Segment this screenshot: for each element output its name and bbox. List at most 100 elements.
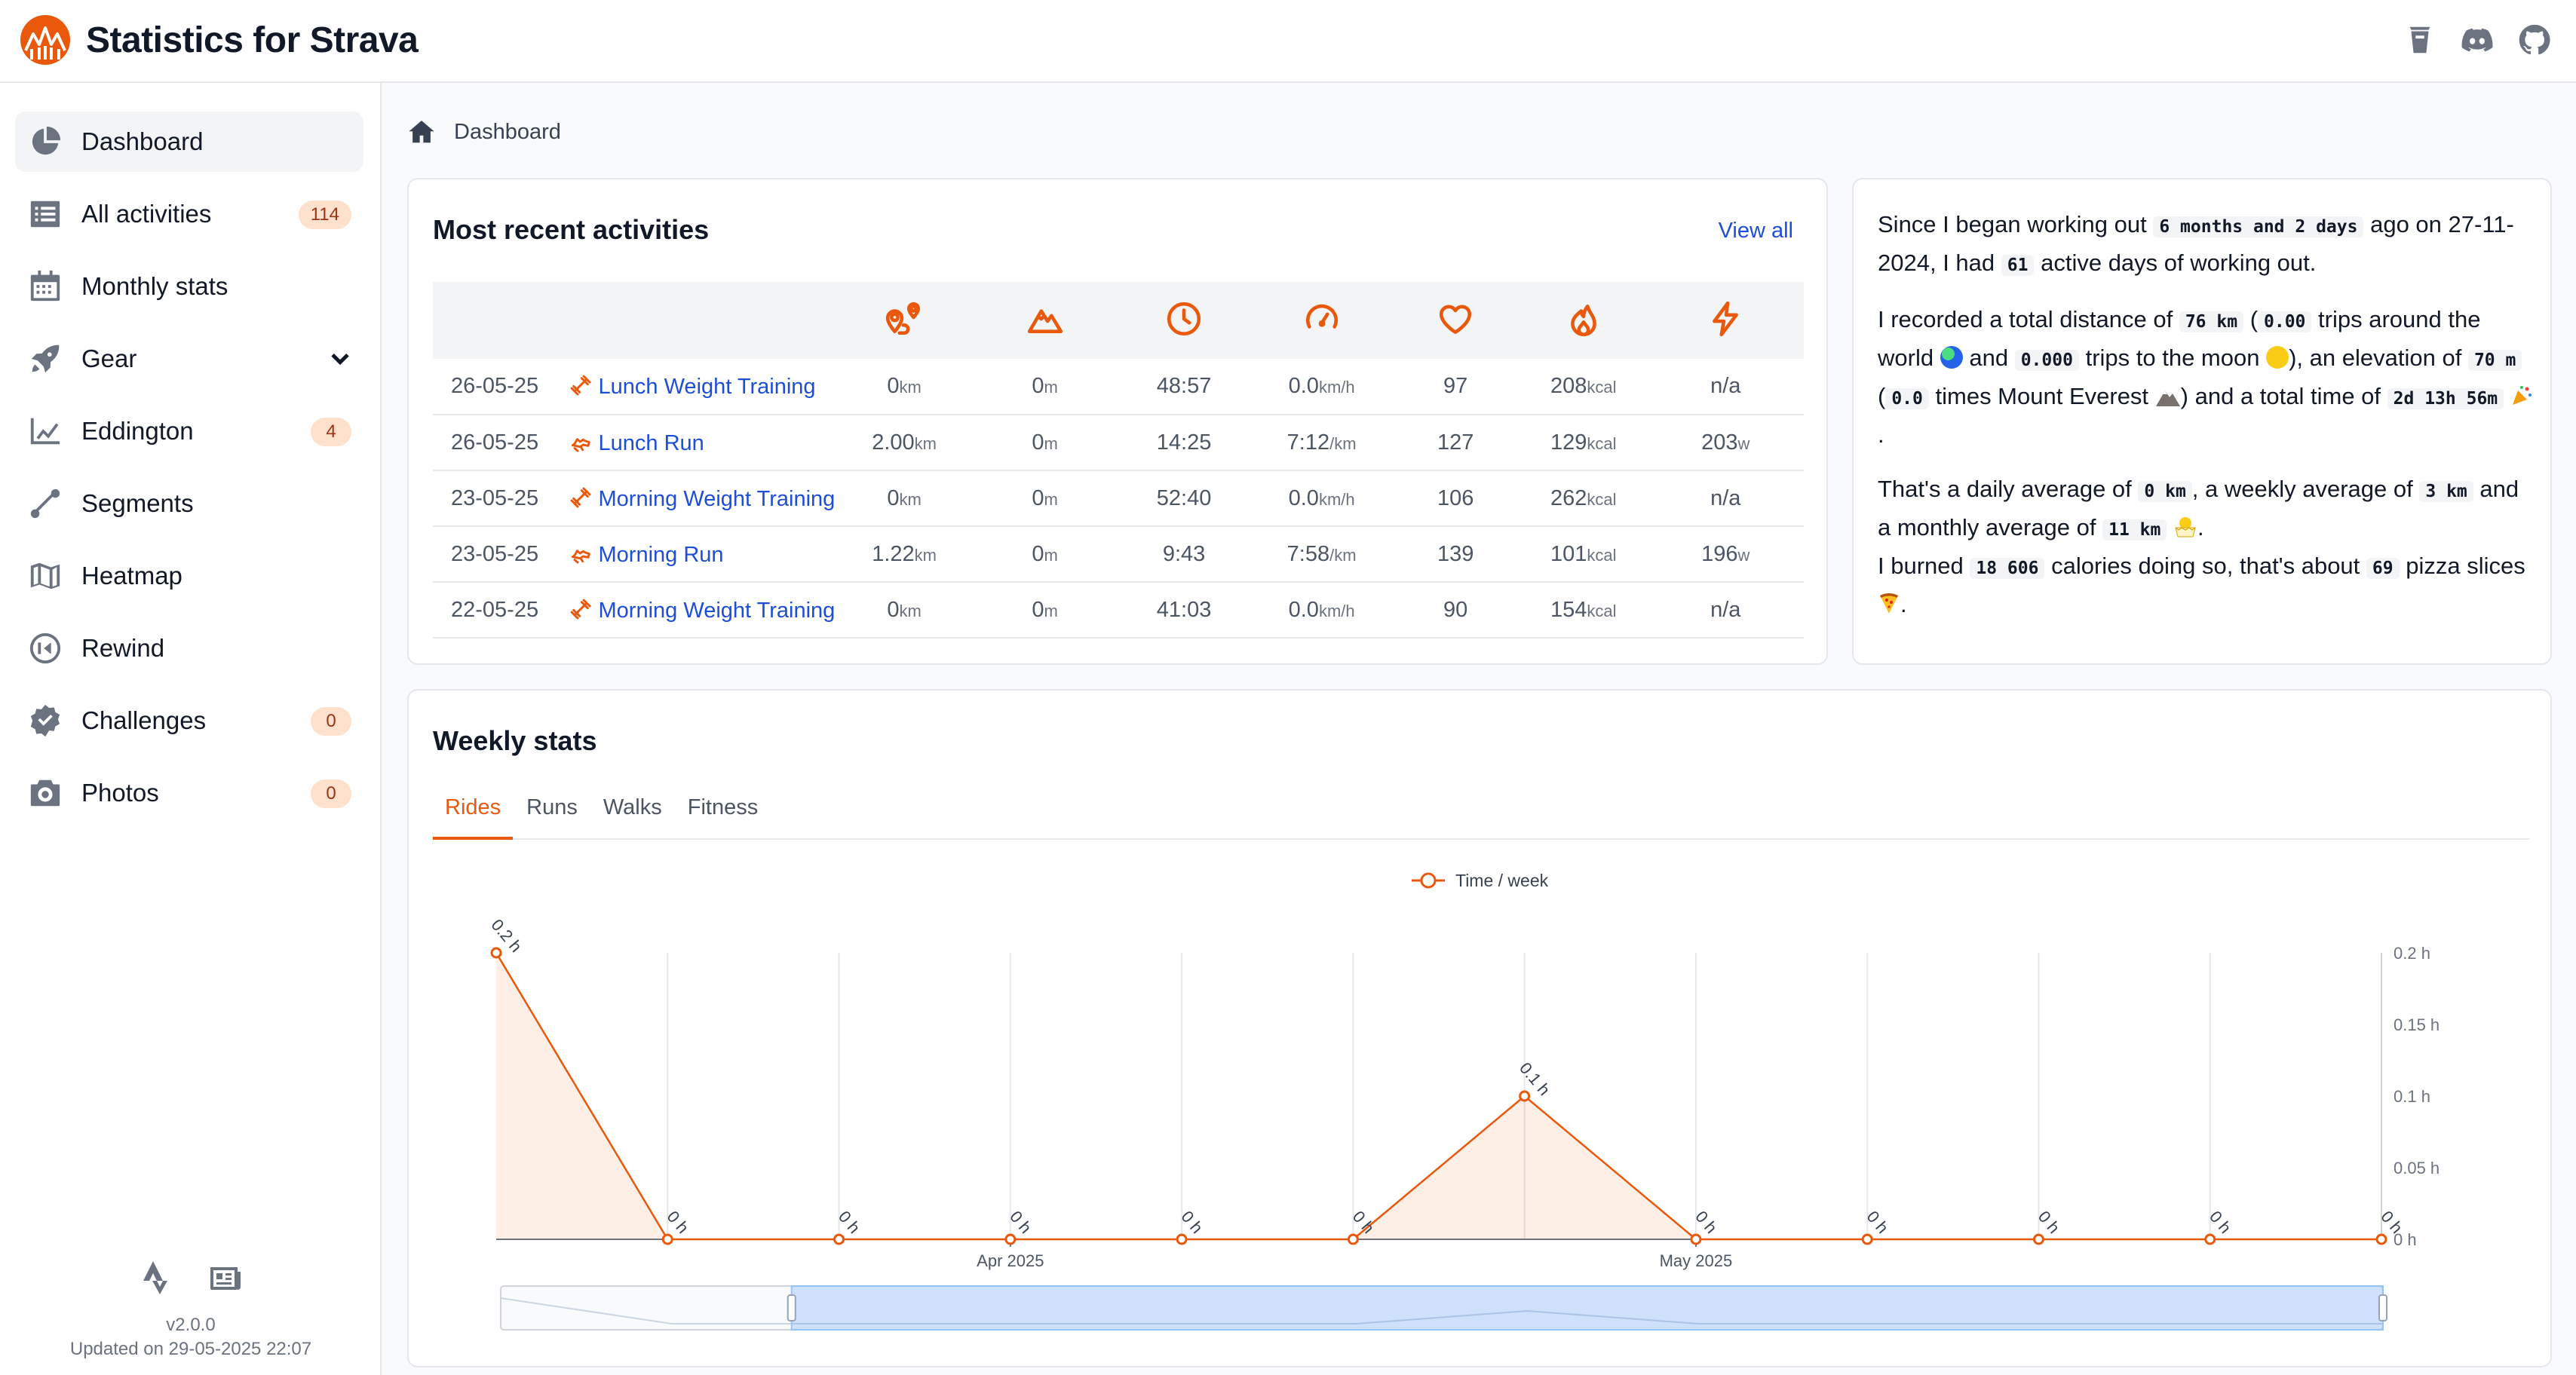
activity-elevation: 0m (973, 415, 1117, 471)
table-row[interactable]: 22-05-25 Morning Weight Training 0km 0m 41:0… (433, 582, 1804, 639)
data-point (1519, 1090, 1531, 1102)
x-tick-label: Apr 2025 (977, 1251, 1044, 1270)
list-icon (27, 198, 63, 231)
home-icon[interactable] (407, 118, 436, 146)
data-point (661, 1233, 673, 1245)
calories-column-header (1519, 282, 1648, 359)
zoom-handle-start[interactable] (787, 1294, 796, 1321)
sidebar-item-label: Rewind (81, 634, 165, 662)
rocket-icon (27, 342, 63, 375)
sidebar-item-photos[interactable]: Photos 0 (15, 763, 363, 823)
weekly-stats-title: Weekly stats (433, 725, 597, 756)
zoom-window[interactable] (790, 1285, 2384, 1331)
data-point (2375, 1233, 2387, 1245)
sidebar-item-label: Segments (81, 489, 194, 517)
app-version: v2.0.0 (166, 1315, 216, 1335)
sidebar-item-heatmap[interactable]: Heatmap (15, 546, 363, 606)
activity-name-link[interactable]: Morning Run (598, 542, 724, 567)
summary-total-distance: 76 km (2179, 311, 2244, 332)
activity-calories: 129kcal (1519, 415, 1648, 471)
sidebar-item-eddington[interactable]: Eddington 4 (15, 401, 363, 461)
view-all-link[interactable]: View all (1718, 219, 1793, 243)
summary-text-segment: ( (2249, 306, 2259, 332)
summary-text-segment: ( (1878, 383, 1886, 409)
table-row[interactable]: 23-05-25 Morning Run 1.22km 0m 9:43 7:58/km 13… (433, 526, 1804, 583)
activity-elevation: 0m (973, 582, 1117, 639)
dumbbell-icon (569, 485, 593, 510)
summary-text-segment: ago on 27-11-2024, I had (1878, 211, 2514, 276)
activity-power: n/a (1647, 359, 1804, 415)
sidebar-item-rewind[interactable]: Rewind (15, 618, 363, 678)
run-shoe-icon (569, 541, 593, 565)
y-tick-label: 0.15 h (2394, 1015, 2440, 1034)
activity-heart-rate: 127 (1391, 415, 1520, 471)
activity-calories: 208kcal (1519, 359, 1648, 415)
zoom-handle-end[interactable] (2378, 1294, 2387, 1321)
activity-date: 26-05-25 (433, 415, 569, 471)
sidebar-nav: Dashboard All activities 114 Monthly sta… (15, 112, 363, 835)
sidebar-item-label: Dashboard (81, 127, 204, 155)
activity-name-link[interactable]: Lunch Run (598, 430, 704, 455)
pizza-icon (1880, 593, 1898, 614)
app-logo[interactable] (20, 14, 71, 66)
sidebar-item-all-activities[interactable]: All activities 114 (15, 184, 363, 244)
activity-time: 41:03 (1116, 582, 1252, 639)
breadcrumb-current: Dashboard (454, 119, 561, 144)
dumbbell-icon (569, 373, 593, 397)
github-icon[interactable] (2516, 21, 2553, 59)
sidebar-item-dashboard[interactable]: Dashboard (15, 112, 363, 172)
activity-date: 23-05-25 (433, 526, 569, 583)
data-point (1690, 1233, 1702, 1245)
data-point (1861, 1233, 1873, 1245)
run-shoe-icon (569, 430, 593, 454)
tab-rides[interactable]: Rides (433, 787, 514, 840)
sidebar-item-gear[interactable]: Gear (15, 329, 363, 389)
discord-icon[interactable] (2458, 21, 2496, 59)
y-tick-label: 0.2 h (2394, 944, 2430, 963)
summary-daily-average: 0 km (2138, 481, 2192, 502)
tab-runs[interactable]: Runs (526, 795, 578, 819)
activity-distance: 0km (835, 470, 974, 527)
power-column-header (1647, 282, 1804, 359)
data-point (2204, 1233, 2216, 1245)
newspaper-icon[interactable] (207, 1260, 244, 1300)
heart-icon (1440, 305, 1472, 334)
tab-walks[interactable]: Walks (603, 795, 662, 819)
activity-name-link[interactable]: Morning Weight Training (598, 598, 836, 623)
sidebar-item-monthly-stats[interactable]: Monthly stats (15, 256, 363, 317)
summary-earth-trips: 0.00 (2258, 311, 2312, 332)
app-title: Statistics for Strava (86, 20, 419, 60)
activity-name-link[interactable]: Lunch Weight Training (598, 375, 816, 399)
summary-active-days: 61 (2001, 255, 2035, 276)
data-point (833, 1233, 845, 1245)
summary-text-segment: calories doing so, that's about (2051, 553, 2360, 579)
summary-text-segment: trips to the moon (2085, 345, 2260, 371)
speed-column-header (1251, 282, 1392, 359)
summary-everest: 0.0 (1885, 388, 1929, 409)
activities-count-badge: 114 (298, 201, 351, 229)
y-tick-label: 0.05 h (2394, 1159, 2440, 1177)
activity-name-link[interactable]: Morning Weight Training (598, 486, 836, 511)
summary-text-segment: pizza slices (2406, 553, 2525, 579)
table-row[interactable]: 23-05-25 Morning Weight Training 0km 0m 52:4… (433, 470, 1804, 527)
activity-speed: 7:58/km (1251, 526, 1392, 583)
recent-activities-title: Most recent activities (433, 214, 710, 245)
party-popper-icon (2512, 386, 2532, 405)
activity-heart-rate: 97 (1391, 359, 1520, 415)
sidebar-item-segments[interactable]: Segments (15, 473, 363, 534)
route-icon (885, 302, 921, 335)
table-row[interactable]: 26-05-25 Lunch Weight Training 0km 0m 48:57 0… (433, 359, 1804, 415)
table-row[interactable]: 26-05-25 Lunch Run 2.00km 0m 14:25 7:12/km 127… (433, 415, 1804, 471)
activity-speed: 0.0km/h (1251, 359, 1392, 415)
tab-fitness[interactable]: Fitness (687, 795, 759, 819)
summary-pizza-slices: 69 (2366, 558, 2400, 579)
coffee-icon[interactable] (2401, 21, 2439, 59)
series-line (495, 952, 2381, 1241)
activity-power: 203w (1647, 415, 1804, 471)
summary-paragraph-start: Since I began working out 6 months and 2… (1878, 207, 2534, 283)
strava-icon[interactable] (138, 1260, 174, 1300)
chevron-down-icon[interactable] (327, 345, 353, 371)
calendar-icon (27, 270, 63, 303)
sidebar-item-challenges[interactable]: Challenges 0 (15, 691, 363, 751)
sidebar-item-label: Monthly stats (81, 272, 228, 300)
